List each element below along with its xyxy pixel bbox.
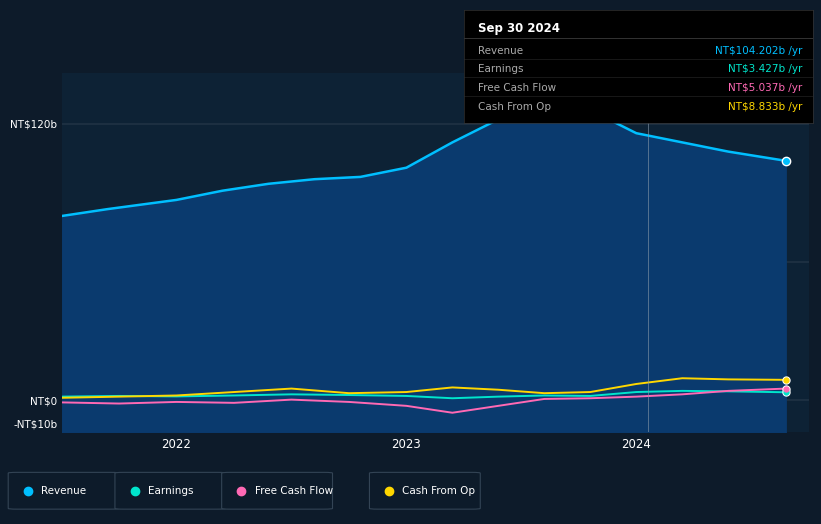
Text: Earnings: Earnings <box>148 486 193 496</box>
Text: Revenue: Revenue <box>478 46 523 56</box>
Text: Sep 30 2024: Sep 30 2024 <box>478 21 560 35</box>
FancyBboxPatch shape <box>115 472 226 509</box>
Text: Revenue: Revenue <box>41 486 86 496</box>
FancyBboxPatch shape <box>369 472 480 509</box>
Text: Free Cash Flow: Free Cash Flow <box>255 486 333 496</box>
Text: Earnings: Earnings <box>478 64 523 74</box>
FancyBboxPatch shape <box>8 472 119 509</box>
FancyBboxPatch shape <box>222 472 333 509</box>
Text: NT$3.427b /yr: NT$3.427b /yr <box>728 64 802 74</box>
Text: NT$5.037b /yr: NT$5.037b /yr <box>728 83 802 93</box>
Text: NT$8.833b /yr: NT$8.833b /yr <box>728 102 802 112</box>
Text: Cash From Op: Cash From Op <box>478 102 551 112</box>
Text: Past: Past <box>783 94 806 104</box>
Text: Cash From Op: Cash From Op <box>402 486 475 496</box>
Text: NT$104.202b /yr: NT$104.202b /yr <box>715 46 802 56</box>
Text: Free Cash Flow: Free Cash Flow <box>478 83 556 93</box>
